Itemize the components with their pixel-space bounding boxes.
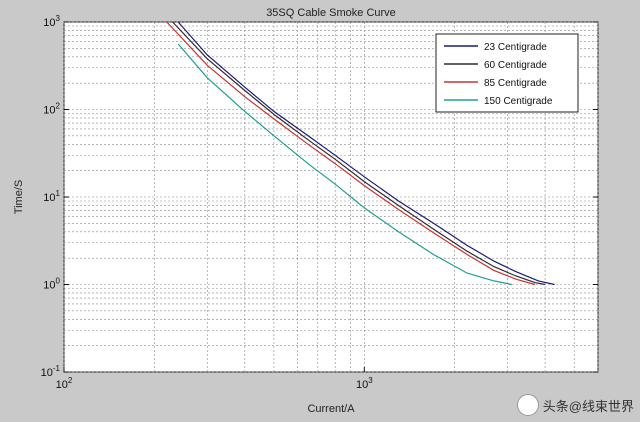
watermark-text: 头条@线束世界 [542,398,634,414]
legend-label-1: 23 Centigrade [484,42,547,53]
series-line-3 [166,21,536,286]
watermark-logo-icon [516,394,539,416]
y-tick-label: 103 [43,14,60,29]
series-line-1 [177,21,555,286]
y-tick-label: 102 [43,102,60,117]
watermark: 头条@线束世界 [516,394,634,416]
y-axis-label: Time/S [13,180,25,214]
legend-label-3: 85 Centigrade [484,78,547,89]
x-tick-label: 102 [56,376,73,391]
legend: 23 Centigrade 60 Centigrade 85 Centigrade 1… [435,33,579,113]
x-axis-label: Current/A [307,403,355,415]
series-line-2 [172,21,546,286]
legend-label-2: 60 Centigrade [484,60,547,71]
chart-title: 35SQ Cable Smoke Curve [266,7,396,19]
legend-label-4: 150 Centigrade [484,96,553,107]
y-tick-label: 100 [43,277,60,292]
x-tick-label: 103 [356,376,373,391]
series-line-4 [177,43,513,286]
y-tick-label: 10-1 [41,364,61,379]
y-tick-label: 101 [43,189,60,204]
legend-box [435,33,579,113]
